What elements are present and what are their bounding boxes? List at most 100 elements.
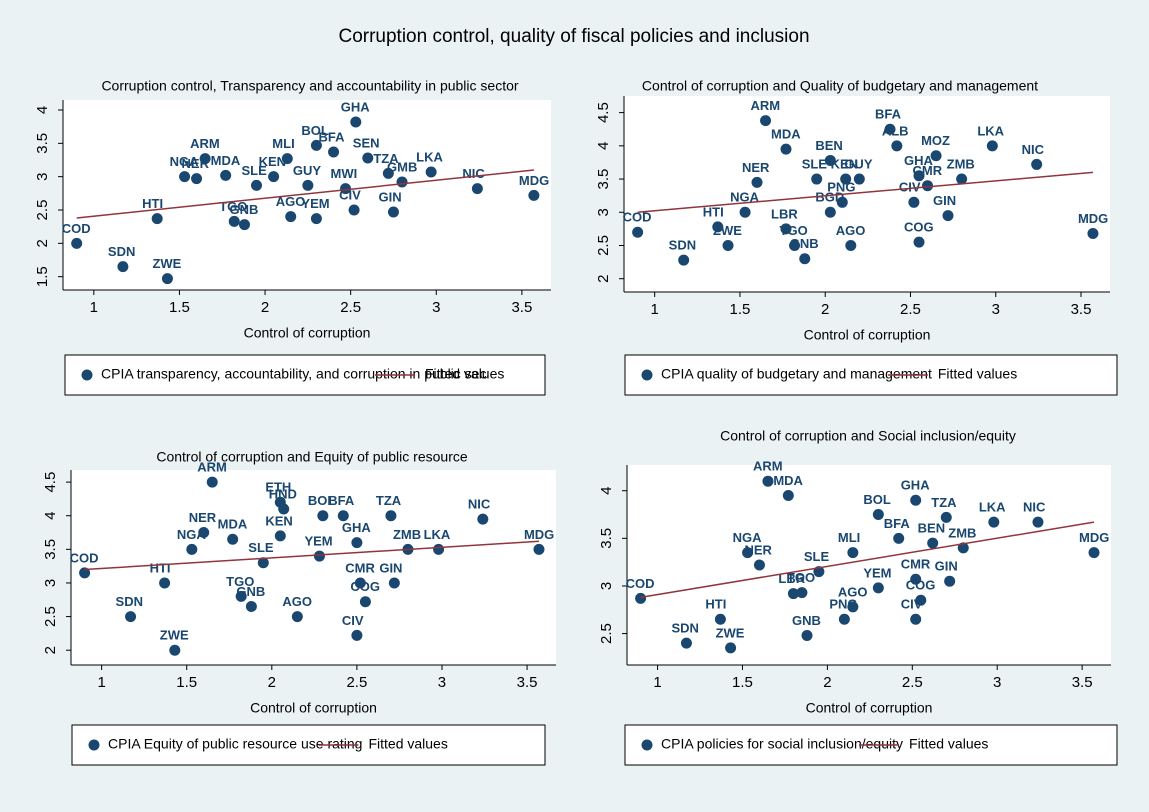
point-label: SDN [669,238,696,253]
y-tick-label: 4 [595,142,612,150]
point [1088,547,1100,559]
legend-marker [641,369,653,381]
point [340,183,352,195]
y-tick-label: 4 [598,487,615,495]
point [250,179,262,191]
x-tick-label: 1.5 [732,674,753,691]
point-label: LKA [416,149,443,164]
y-tick-label: 2 [34,239,51,247]
point [632,226,644,238]
point-label: LKA [979,500,1006,515]
point [940,511,952,523]
point [191,173,203,185]
point-label: NGA [730,190,760,205]
y-tick-label: 3 [34,172,51,180]
point [942,210,954,222]
point [957,542,969,554]
point-label: LBR [778,571,805,586]
point-label: CMR [345,560,375,575]
point-label: BOL [863,492,891,507]
point-label: GNB [792,613,821,628]
point [117,261,129,273]
y-tick-label: 2 [42,646,59,654]
point-label: TZA [931,495,957,510]
point-label: HTI [705,597,726,612]
point-label: ZWE [160,628,189,643]
plot-area [63,100,551,290]
legend-label: CPIA Equity of public resource use ratin… [108,736,362,752]
point-label: BOL [308,493,336,508]
y-tick-label: 3.5 [34,133,51,154]
legend-marker [88,739,100,751]
point [245,601,257,612]
point [678,254,690,266]
point [348,204,360,216]
point-label: KEN [259,154,286,169]
point [151,213,163,225]
point-label: ZWE [152,256,181,271]
point-label: GHA [342,520,372,535]
point [302,179,314,191]
point [751,176,763,188]
point-label: NIC [1023,500,1046,515]
point [351,537,363,549]
point-label: BGD [815,190,844,205]
fitted-line [76,169,534,219]
point-label: MLI [838,530,860,545]
point-label: GNB [790,236,819,251]
point [310,213,322,225]
point-label: NER [189,510,217,525]
point [739,206,751,218]
x-axis-label: Control of corruption [806,700,933,716]
point-label: CIV [342,613,364,628]
point-label: AGO [838,584,868,599]
point-label: GUY [293,163,322,178]
legend-label: Fitted values [425,366,504,382]
point-label: GNB [236,584,265,599]
point-label: SLE [802,156,828,171]
point-label: TZA [376,493,402,508]
panel-title: Control of corruption and Social inclusi… [720,428,1016,444]
point-label: KEN [265,513,292,528]
point [79,567,91,579]
point [268,171,280,183]
x-tick-label: 1 [97,674,105,691]
point-label: MDG [1079,530,1109,545]
point-label: GIN [378,189,401,204]
point [725,642,737,654]
y-tick-label: 3 [42,579,59,587]
point-label: MDA [211,153,241,168]
point-label: YEM [304,534,332,549]
y-tick-label: 4 [42,512,59,520]
x-axis-label: Control of corruption [250,700,377,716]
point [471,183,483,195]
point [169,644,181,656]
point-label: SLE [248,540,274,555]
panel-title: Corruption control, Transparency and acc… [101,78,518,94]
legend-box [71,724,546,766]
x-tick-label: 3.5 [1072,674,1093,691]
point [1032,516,1044,528]
x-tick-label: 1.5 [730,301,751,318]
point [328,146,340,158]
point-label: TGO [780,223,808,238]
point-label: BFA [319,129,346,144]
point-label: MOZ [921,133,950,148]
point [291,611,303,623]
point [387,206,399,218]
point [680,637,692,649]
legend-label: Fitted values [909,736,988,752]
point-label: SLE [804,549,830,564]
point-label: BEN [815,138,842,153]
point-label: MDA [771,127,801,142]
point-label: COG [906,578,936,593]
y-tick-label: 4.5 [42,472,59,493]
point [824,206,836,218]
point [893,532,905,544]
point [722,239,734,251]
point-label: NGA [733,530,763,545]
point-label: MWI [331,166,358,181]
point [910,613,922,625]
y-tick-label: 2 [595,275,612,283]
x-tick-label: 3.5 [511,299,532,316]
